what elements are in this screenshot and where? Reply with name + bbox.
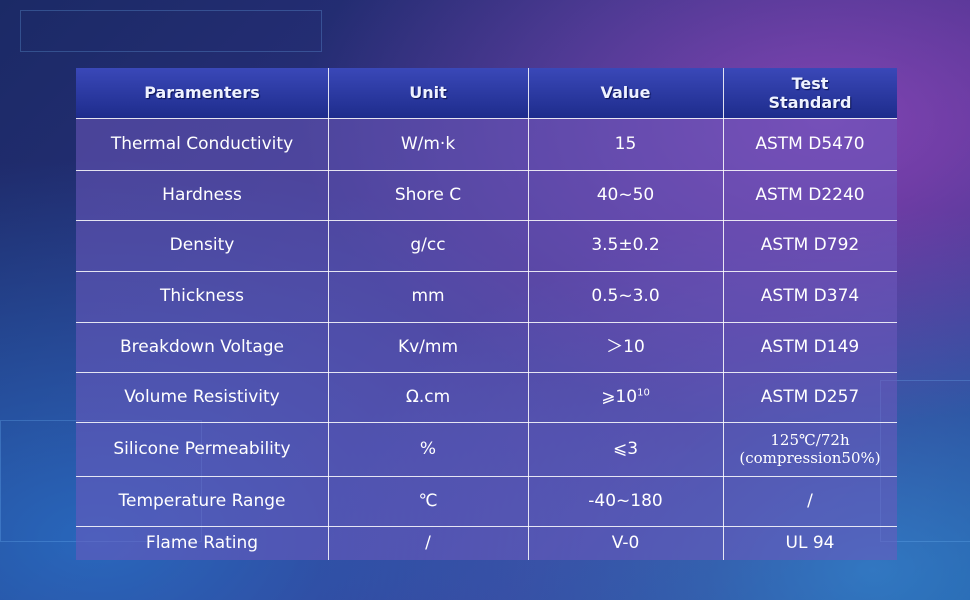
row-rule [76,220,897,221]
table-cell: % [419,438,437,459]
table-cell: Ω.cm [405,386,451,407]
cell-superscript: 10 [637,387,650,399]
table-cell: Thickness [159,286,245,307]
table-cell: ASTM D792 [760,235,860,256]
table-cell: mm [411,286,445,307]
header-cell: Unit [409,83,447,103]
cell-line: 125℃/72h [770,431,850,449]
spec-table: Paramenters Unit Value Test Standard Thermal… [76,68,897,560]
table-cell: 15 [614,133,637,154]
header-cell: Paramenters [144,83,260,103]
cell-base: ⩾10 [601,386,638,407]
row-rule [76,322,897,323]
table-cell: Volume Resistivity [124,386,280,407]
row-rule [76,422,897,423]
table-cell: g/cc [410,235,446,256]
table-cell: 0.5~3.0 [591,286,660,307]
row-rule [76,118,897,119]
row-rule [76,271,897,272]
table-cell: ASTM D5470 [755,133,865,154]
table-cell: Hardness [162,184,242,205]
table-cell: Density [169,235,235,256]
table-cell: -40~180 [588,490,663,511]
table-cell: 3.5±0.2 [591,235,660,256]
table-cell: ASTM D149 [760,336,860,357]
header-cell: Value [600,83,651,103]
table-header [76,68,897,118]
row-rule [76,476,897,477]
table-cell: ⩾1010 [528,372,723,422]
table-cell: 125℃/72h (compression50%) [723,422,897,476]
table-cell: Temperature Range [118,490,286,511]
decoration [20,10,322,52]
table-cell: ＞10 [606,336,645,357]
table-cell: W/m·k [400,133,456,154]
table-cell: UL 94 [785,532,835,553]
row-rule [76,526,897,527]
table-cell: Flame Rating [145,532,259,553]
cell-line: (compression50%) [739,449,881,467]
header-cell: Test Standard [768,73,852,112]
table-cell: / [807,490,813,511]
table-cell: 40~50 [596,184,655,205]
column-rule [723,68,724,560]
column-rule [328,68,329,560]
table-cell: ASTM D2240 [755,184,865,205]
table-cell: V-0 [611,532,640,553]
cell-text: ⩾1010 [601,387,650,407]
table-cell: / [425,532,431,553]
table-cell: ASTM D257 [760,386,860,407]
row-rule [76,372,897,373]
table-cell: Silicone Permeability [113,438,291,459]
table-cell: Kv/mm [397,336,459,357]
row-rule [76,170,897,171]
table-cell: ⩽3 [612,438,639,459]
table-cell: ℃ [418,490,438,511]
table-cell: Breakdown Voltage [119,336,285,357]
table-cell: Thermal Conductivity [110,133,294,154]
table-cell: ASTM D374 [760,286,860,307]
table-cell: Shore C [394,184,462,205]
column-rule [528,68,529,560]
